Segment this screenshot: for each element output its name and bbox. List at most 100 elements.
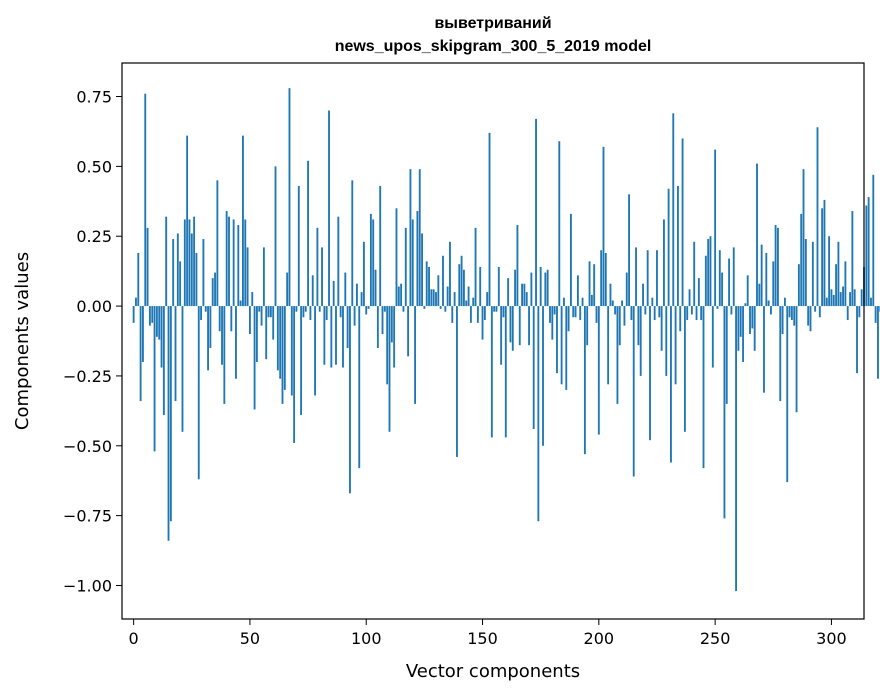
chart-title-line-1: выветриваний bbox=[434, 15, 551, 32]
bar-136 bbox=[449, 241, 451, 307]
bar-273 bbox=[767, 300, 770, 307]
bar-121 bbox=[414, 306, 417, 404]
bar-116 bbox=[402, 306, 405, 312]
bar-27 bbox=[195, 252, 198, 307]
bar-56 bbox=[262, 247, 265, 307]
bar-220 bbox=[644, 306, 647, 315]
bar-229 bbox=[665, 306, 668, 376]
bar-10 bbox=[155, 306, 158, 337]
bar-223 bbox=[651, 297, 654, 307]
bar-306 bbox=[844, 261, 847, 307]
bar-5 bbox=[144, 93, 147, 307]
bar-6 bbox=[146, 227, 149, 307]
bar-159 bbox=[502, 306, 505, 318]
bar-77 bbox=[311, 275, 314, 307]
bar-104 bbox=[374, 269, 377, 307]
bar-226 bbox=[658, 306, 661, 318]
bar-161 bbox=[507, 278, 510, 307]
bar-15 bbox=[167, 306, 170, 541]
bar-135 bbox=[446, 286, 449, 307]
bar-216 bbox=[635, 247, 637, 307]
bar-22 bbox=[183, 219, 186, 307]
bar-177 bbox=[544, 272, 547, 307]
bar-32 bbox=[207, 306, 209, 371]
bar-254 bbox=[723, 306, 726, 519]
bar-211 bbox=[623, 306, 626, 326]
bar-46 bbox=[239, 300, 242, 307]
bar-109 bbox=[386, 306, 389, 385]
bar-198 bbox=[593, 264, 596, 307]
bar-233 bbox=[674, 306, 677, 385]
bar-45 bbox=[237, 225, 240, 307]
bar-185 bbox=[563, 297, 565, 307]
bar-304 bbox=[839, 292, 842, 307]
bar-96 bbox=[356, 283, 358, 307]
bar-29 bbox=[200, 306, 203, 321]
bar-299 bbox=[828, 236, 831, 307]
bar-316 bbox=[867, 197, 870, 307]
bar-62 bbox=[276, 306, 279, 371]
bar-24 bbox=[188, 219, 191, 307]
bar-156 bbox=[495, 306, 498, 312]
bar-238 bbox=[686, 306, 689, 321]
bar-0 bbox=[132, 306, 135, 323]
bar-151 bbox=[483, 306, 486, 321]
bar-209 bbox=[618, 306, 621, 346]
bar-242 bbox=[695, 306, 698, 321]
bar-167 bbox=[521, 283, 523, 307]
bar-117 bbox=[404, 227, 407, 307]
bar-260 bbox=[737, 306, 740, 351]
bar-148 bbox=[476, 306, 479, 323]
bar-277 bbox=[777, 227, 779, 307]
bar-88 bbox=[337, 216, 340, 307]
bar-234 bbox=[676, 185, 679, 307]
bar-68 bbox=[290, 306, 293, 396]
bar-99 bbox=[362, 241, 365, 307]
bar-231 bbox=[670, 306, 672, 463]
bar-283 bbox=[790, 306, 793, 321]
bar-124 bbox=[421, 233, 423, 307]
bar-301 bbox=[832, 294, 835, 307]
bar-165 bbox=[516, 225, 519, 307]
bar-262 bbox=[742, 306, 744, 362]
bar-272 bbox=[765, 252, 768, 307]
bar-249 bbox=[711, 306, 714, 368]
bar-100 bbox=[365, 306, 368, 315]
bar-131 bbox=[437, 275, 440, 307]
bar-49 bbox=[246, 247, 249, 307]
bar-252 bbox=[718, 250, 721, 307]
bar-69 bbox=[293, 306, 296, 443]
bar-26 bbox=[193, 216, 196, 307]
bar-101 bbox=[367, 306, 370, 309]
bar-130 bbox=[435, 292, 437, 307]
bar-191 bbox=[576, 275, 579, 307]
bar-21 bbox=[181, 306, 184, 432]
y-axis-ticks: −1.00 −0.75 −0.50 −0.25 0.00 0.25 0.50 0.75 bbox=[63, 88, 122, 595]
bar-11 bbox=[158, 306, 161, 340]
bar-97 bbox=[358, 306, 361, 469]
bar-261 bbox=[739, 306, 742, 337]
bar-112 bbox=[393, 306, 396, 368]
bar-85 bbox=[330, 306, 333, 368]
bar-14 bbox=[165, 216, 168, 307]
bar-160 bbox=[504, 306, 507, 438]
bar-47 bbox=[242, 135, 244, 307]
bar-84 bbox=[328, 110, 330, 307]
bar-123 bbox=[418, 169, 421, 307]
bar-9 bbox=[153, 306, 156, 452]
bar-103 bbox=[372, 219, 375, 307]
bar-253 bbox=[721, 272, 724, 307]
bar-297 bbox=[823, 199, 826, 307]
bar-190 bbox=[574, 306, 577, 318]
bar-129 bbox=[432, 289, 435, 307]
bar-58 bbox=[267, 306, 270, 318]
bar-214 bbox=[630, 306, 633, 321]
bar-217 bbox=[637, 306, 640, 346]
bar-210 bbox=[621, 300, 624, 307]
bar-34 bbox=[211, 278, 214, 307]
bar-196 bbox=[588, 261, 591, 307]
bar-257 bbox=[730, 306, 733, 315]
bar-147 bbox=[474, 227, 477, 307]
chart-title-line-2: news_upos_skipgram_300_5_2019 model bbox=[335, 38, 652, 55]
bar-307 bbox=[846, 306, 849, 321]
